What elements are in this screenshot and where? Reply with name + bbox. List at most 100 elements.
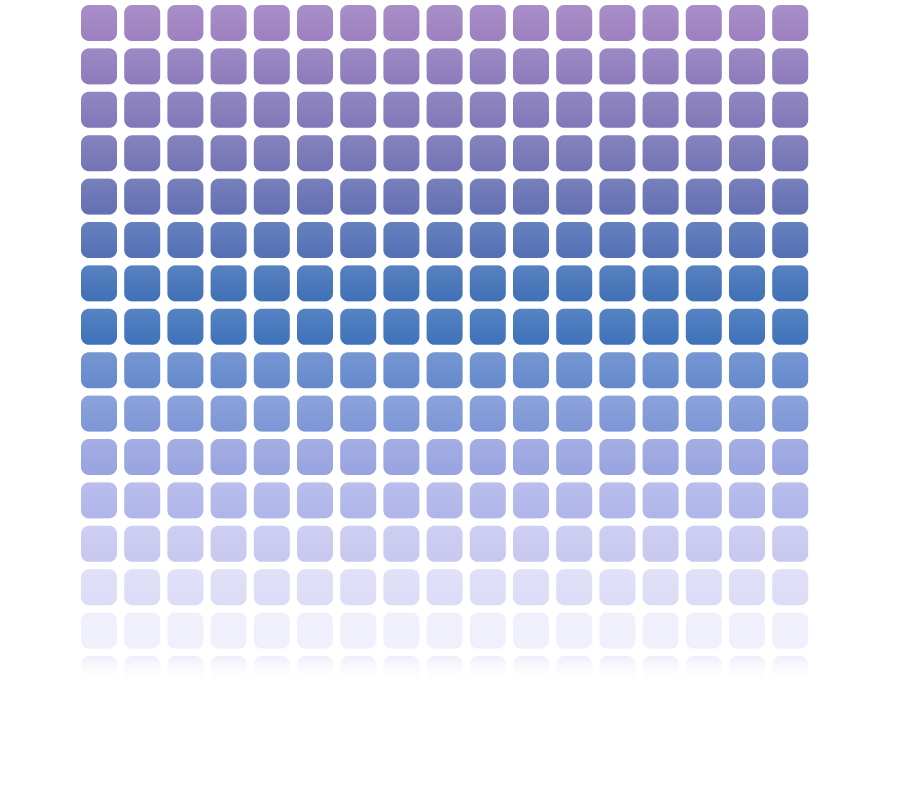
tile-shine	[210, 308, 247, 345]
tile	[513, 612, 549, 649]
tile-shine	[210, 222, 247, 258]
tile-shine	[556, 439, 593, 475]
tile-shine	[426, 178, 463, 215]
tile-shine	[340, 352, 377, 389]
tile-shine	[513, 48, 549, 85]
tile-shine	[469, 439, 506, 475]
tile-shine	[167, 135, 204, 172]
tile-shine	[340, 525, 377, 562]
tile-shine	[685, 525, 722, 562]
tile-shine	[167, 48, 204, 85]
tile-shine	[426, 395, 463, 432]
tile-shine	[124, 439, 161, 475]
tile-shine	[772, 91, 809, 128]
tile	[642, 612, 679, 649]
tile-shine	[210, 135, 247, 172]
tile-shine	[599, 135, 636, 172]
tile-shine	[167, 308, 204, 345]
tile-shine	[340, 48, 377, 85]
tile-shine	[685, 395, 722, 432]
tile-shine	[167, 222, 204, 258]
tile-shine	[383, 569, 420, 606]
tile-shine	[729, 91, 765, 128]
tile-shine	[642, 569, 679, 606]
tile-shine	[81, 91, 117, 128]
tile-shine	[383, 91, 420, 128]
tile-shine	[729, 5, 765, 41]
tile-shine	[426, 308, 463, 345]
tile-shine	[297, 5, 333, 41]
tile-shine	[210, 5, 247, 41]
tile-shine	[772, 5, 809, 41]
tile-shine	[556, 482, 593, 519]
tile-shine	[253, 482, 290, 519]
tile-shine	[772, 222, 809, 258]
tile	[772, 656, 809, 684]
tile-shine	[297, 178, 333, 215]
tile-shine	[642, 439, 679, 475]
tile-shine	[556, 48, 593, 85]
tile-shine	[685, 352, 722, 389]
tile-shine	[685, 178, 722, 215]
tile-shine	[253, 48, 290, 85]
tile-shine	[297, 265, 333, 302]
tile-shine	[383, 48, 420, 85]
tile-shine	[124, 265, 161, 302]
tile-shine	[297, 222, 333, 258]
tile	[210, 656, 247, 684]
tile-shine	[167, 5, 204, 41]
tile	[124, 656, 161, 684]
tile-shine	[685, 48, 722, 85]
tile-shine	[469, 48, 506, 85]
tile-shine	[556, 395, 593, 432]
tile-shine	[426, 222, 463, 258]
tile-shine	[297, 482, 333, 519]
tile-shine	[383, 439, 420, 475]
tile	[426, 656, 463, 684]
tile	[124, 612, 161, 649]
tile-shine	[729, 569, 765, 606]
tile-shine	[81, 352, 117, 389]
tile-shine	[513, 439, 549, 475]
tile-shine	[426, 48, 463, 85]
tile-shine	[513, 222, 549, 258]
tile-shine	[599, 222, 636, 258]
tile-shine	[556, 265, 593, 302]
tile	[729, 612, 765, 649]
tile-shine	[253, 222, 290, 258]
tile-shine	[210, 265, 247, 302]
tile-shine	[513, 525, 549, 562]
tile-shine	[124, 395, 161, 432]
tile-shine	[210, 91, 247, 128]
tile-shine	[426, 91, 463, 128]
tile-shine	[167, 178, 204, 215]
tile-shine	[642, 525, 679, 562]
tile-shine	[124, 308, 161, 345]
tile-shine	[642, 91, 679, 128]
tile-shine	[167, 265, 204, 302]
tile-shine	[599, 439, 636, 475]
tile-shine	[685, 569, 722, 606]
tile-shine	[210, 352, 247, 389]
tile-shine	[513, 5, 549, 41]
tile-shine	[210, 525, 247, 562]
tile-shine	[297, 48, 333, 85]
tile-shine	[599, 525, 636, 562]
tile-shine	[81, 308, 117, 345]
tile	[685, 656, 722, 684]
tile-shine	[124, 48, 161, 85]
tile	[167, 656, 204, 684]
tile-shine	[81, 265, 117, 302]
tile-shine	[167, 352, 204, 389]
tile-shine	[685, 439, 722, 475]
tile-shine	[513, 482, 549, 519]
tile-shine	[685, 265, 722, 302]
tile-shine	[253, 395, 290, 432]
tile-shine	[340, 569, 377, 606]
tile-shine	[426, 525, 463, 562]
tile-shine	[81, 569, 117, 606]
tile-shine	[772, 308, 809, 345]
tile-shine	[297, 352, 333, 389]
tile	[253, 656, 290, 684]
tile-shine	[469, 265, 506, 302]
